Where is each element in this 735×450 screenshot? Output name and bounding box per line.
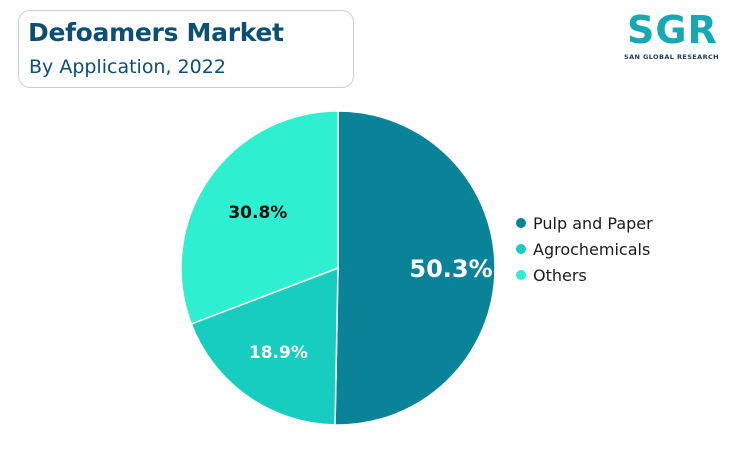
pie-slice-pulp-and-paper: [334, 110, 496, 426]
logo-mark: SGR: [627, 8, 718, 52]
legend-item: Pulp and Paper: [516, 210, 653, 236]
data-label-pulp-and-paper: 50.3%: [409, 255, 492, 283]
legend-label: Pulp and Paper: [533, 213, 653, 233]
legend-label: Agrochemicals: [533, 239, 651, 259]
pie-slice-agrochemicals: [190, 266, 339, 426]
chart-title: Defoamers Market: [28, 18, 284, 47]
chart-subtitle: By Application, 2022: [29, 56, 226, 78]
data-label-agrochemicals: 18.9%: [249, 343, 308, 363]
data-label-others: 30.8%: [228, 203, 287, 223]
legend-label: Others: [533, 265, 587, 285]
legend-item: Agrochemicals: [516, 236, 653, 262]
sgr-logo: SGR SAN GLOBAL RESEARCH: [600, 8, 730, 66]
legend: Pulp and Paper Agrochemicals Others: [516, 210, 653, 288]
legend-item: Others: [516, 262, 653, 288]
legend-swatch: [516, 218, 526, 228]
legend-swatch: [516, 244, 526, 254]
pie-slice-others: [180, 110, 339, 325]
legend-swatch: [516, 270, 526, 280]
title-box: Defoamers Market By Application, 2022: [18, 10, 354, 88]
logo-name: SAN GLOBAL RESEARCH: [624, 53, 719, 61]
